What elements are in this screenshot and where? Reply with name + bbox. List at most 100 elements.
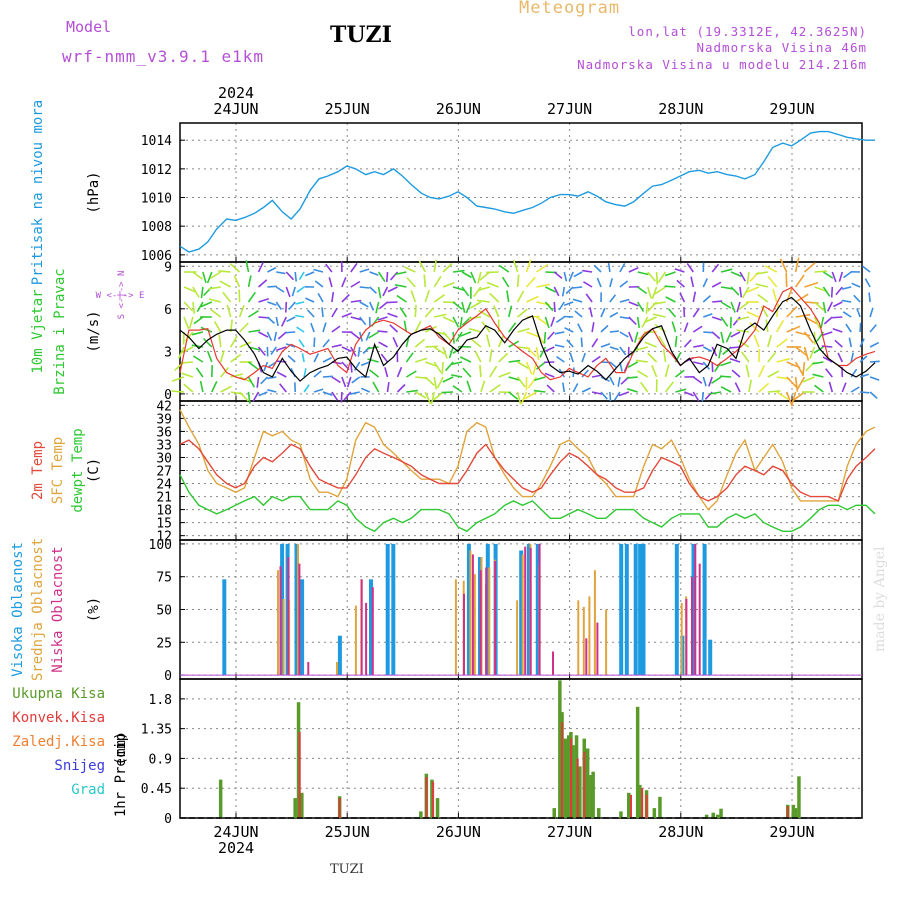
wind-arrow	[258, 331, 269, 338]
wind-arrow	[554, 331, 565, 335]
wind-arrow	[563, 271, 568, 282]
y-tick-label: 18	[156, 504, 172, 519]
wind-arrow	[837, 352, 844, 363]
wind-arrow	[192, 271, 203, 280]
wind-arrow	[581, 387, 591, 393]
wind-arrow	[288, 301, 296, 310]
cloud-bar	[469, 550, 472, 676]
cloud-bar	[588, 596, 591, 676]
wind-arrow	[554, 344, 565, 348]
wind-arrow	[841, 299, 852, 303]
wind-arrow	[720, 331, 725, 344]
wind-arrow	[657, 271, 667, 284]
wind-arrow	[418, 260, 427, 273]
wind-arrow	[730, 301, 736, 313]
wind-arrow	[516, 290, 525, 303]
wind-arrow	[684, 391, 694, 397]
wind-arrow	[489, 384, 501, 393]
cloud-bar	[463, 593, 465, 676]
wind-arrow	[822, 301, 827, 314]
wind-arrow	[461, 301, 466, 313]
wind-arrow	[731, 369, 741, 378]
wind-arrow	[433, 391, 444, 401]
bottom-day-label: 24JUN	[213, 823, 258, 841]
precip-bar	[786, 806, 789, 818]
wind-arrow	[508, 376, 521, 381]
cloud-bar	[336, 662, 338, 676]
panel-wind: 0 3 6 9 (m/s)	[86, 260, 863, 403]
wind-arrow	[266, 316, 276, 324]
cloud-high-axis-label: Visoka Oblacnost	[10, 542, 26, 677]
wind-arrow	[832, 316, 843, 319]
wind-arrow	[869, 341, 880, 348]
model-elevation: Nadmorska Visina u modelu 214.216m	[577, 57, 867, 72]
cloud-bar	[473, 574, 476, 676]
wind-arrow	[596, 277, 602, 288]
wind-arrow	[832, 327, 843, 333]
cloud-bar	[596, 622, 599, 676]
wind-arrow	[415, 357, 428, 363]
wind-arrow	[636, 316, 640, 329]
wind-arrow	[301, 353, 305, 363]
wind-arrow	[516, 274, 520, 288]
wind-arrow	[786, 325, 801, 333]
cloud-bar	[485, 567, 488, 675]
wind-arrow	[462, 367, 472, 378]
wind-arrow	[372, 381, 380, 393]
wind-arrow	[574, 310, 583, 318]
wind-arrow	[645, 301, 649, 314]
wind-arrow	[384, 367, 389, 378]
wind-arrow	[572, 383, 579, 393]
wind-arrow	[664, 271, 676, 277]
wind-arrow	[442, 281, 455, 288]
wind-arrow	[448, 346, 454, 359]
wind-arrow	[206, 350, 213, 363]
wind-arrow	[498, 264, 510, 273]
wind-arrow	[200, 301, 213, 308]
cloud-bar	[385, 543, 390, 675]
wind-arrow	[433, 259, 437, 273]
wind-arrow	[322, 356, 333, 363]
wind-arrow	[786, 376, 798, 388]
wind-arrow	[386, 301, 398, 304]
wind-arrow	[637, 286, 648, 295]
wind-axis-label-2: Brzina i Pravac	[52, 268, 68, 394]
wind-arrow	[591, 338, 599, 348]
wind-arrow	[748, 379, 753, 393]
wind-arrow	[183, 286, 196, 293]
wind-arrow	[553, 301, 556, 313]
wind-arrow	[239, 391, 249, 402]
wind-arrow	[739, 286, 743, 298]
wind-arrow	[711, 281, 722, 288]
cloud-bar	[691, 576, 693, 675]
wind-arrow	[296, 326, 305, 333]
wind-arrow	[536, 263, 549, 273]
wind-arrow	[652, 313, 666, 318]
wind-arrow	[247, 291, 256, 303]
wind-arrow	[489, 349, 493, 363]
wind-arrow	[820, 316, 825, 329]
y-tick-label: 1010	[141, 192, 172, 207]
wind-arrow	[692, 376, 703, 384]
wind-arrow	[730, 286, 740, 296]
wind-arrow	[377, 316, 388, 321]
precip-bar	[570, 738, 572, 818]
wind-arrow	[213, 321, 222, 333]
precip-bar	[576, 758, 579, 818]
wind-arrow	[202, 271, 207, 284]
y-tick-label: 1.8	[149, 693, 172, 708]
wind-arrow	[853, 294, 861, 303]
wind-arrow	[652, 301, 666, 305]
wind-arrow	[794, 376, 799, 392]
cloud-bar	[624, 543, 629, 675]
wind-arrow	[307, 309, 315, 318]
precip-bar	[589, 775, 593, 818]
wind-arrow	[572, 286, 583, 289]
top-year-label: 2024	[218, 84, 254, 102]
top-day-label: 28JUN	[658, 100, 703, 118]
wind-arrow	[298, 339, 305, 348]
cloud-bar	[605, 609, 608, 676]
wind-arrow	[442, 376, 454, 383]
wind-arrow	[368, 301, 375, 311]
wind-arrow	[230, 373, 243, 378]
